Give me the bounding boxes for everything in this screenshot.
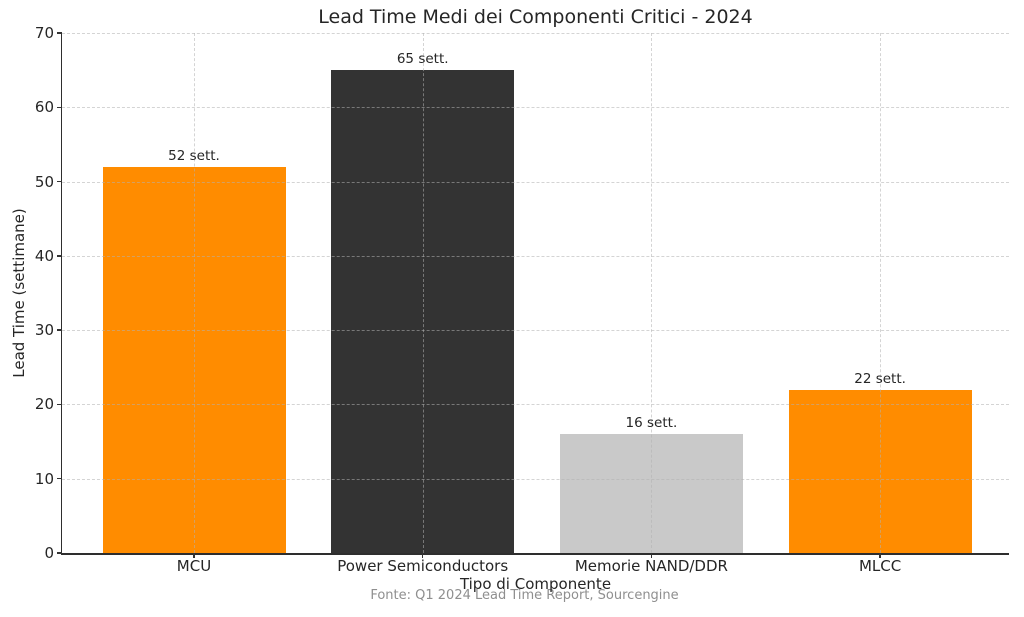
x-tick-label: MLCC xyxy=(858,557,902,575)
gridline-vertical xyxy=(880,33,882,553)
gridline-horizontal xyxy=(62,330,1009,332)
y-tick-mark xyxy=(57,106,62,108)
gridline-horizontal xyxy=(62,404,1009,406)
gridline-vertical xyxy=(651,33,653,553)
y-tick-label: 50 xyxy=(34,172,54,191)
y-tick-label: 20 xyxy=(34,395,54,414)
y-tick-label: 70 xyxy=(34,24,54,42)
y-axis-spine xyxy=(60,33,62,553)
plot-area: 0 10 20 30 40 50 60 70 52 sett. MCU 65 sett. Power … xyxy=(35,24,1009,575)
x-tick-mark xyxy=(193,553,195,558)
chart-title: Lead Time Medi dei Componenti Critici - … xyxy=(318,6,753,28)
y-tick-label: 0 xyxy=(44,544,54,562)
gridline-vertical xyxy=(422,33,424,553)
bar-value-label: 16 sett. xyxy=(625,415,678,432)
gridline-horizontal xyxy=(62,107,1009,109)
x-tick-mark xyxy=(879,553,881,558)
gridline-vertical xyxy=(194,33,195,553)
y-tick-mark xyxy=(57,478,62,480)
x-tick-mark xyxy=(650,553,653,558)
y-tick-mark xyxy=(57,180,62,183)
x-axis-spine xyxy=(60,553,1009,555)
x-tick-label: Memorie NAND/DDR xyxy=(574,557,728,575)
gridline-horizontal xyxy=(62,255,1009,257)
y-tick-label: 10 xyxy=(34,469,54,488)
x-tick-label: Power Semiconductors xyxy=(337,557,509,575)
y-tick-label: 40 xyxy=(34,246,54,265)
x-axis-label: Tipo di Componente xyxy=(459,575,612,593)
y-tick-mark xyxy=(57,255,62,257)
y-tick-mark xyxy=(57,403,62,406)
y-tick-mark xyxy=(57,552,62,554)
bar-value-label: 65 sett. xyxy=(396,51,449,68)
y-tick-mark xyxy=(57,32,62,34)
bar-value-label: 22 sett. xyxy=(854,370,906,387)
x-tick-label: MCU xyxy=(176,557,212,575)
bar-value-label: 52 sett. xyxy=(168,147,220,164)
y-tick-label: 30 xyxy=(34,321,54,340)
gridline-horizontal xyxy=(62,33,1009,34)
y-tick-mark xyxy=(57,329,62,331)
gridline-horizontal xyxy=(62,181,1009,183)
source-note: Fonte: Q1 2024 Lead Time Report, Sourcen… xyxy=(370,588,679,603)
y-tick-label: 60 xyxy=(34,98,54,117)
x-tick-mark xyxy=(422,553,424,558)
gridline-horizontal xyxy=(62,478,1009,480)
y-axis-label: Lead Time (settimane) xyxy=(10,208,28,378)
